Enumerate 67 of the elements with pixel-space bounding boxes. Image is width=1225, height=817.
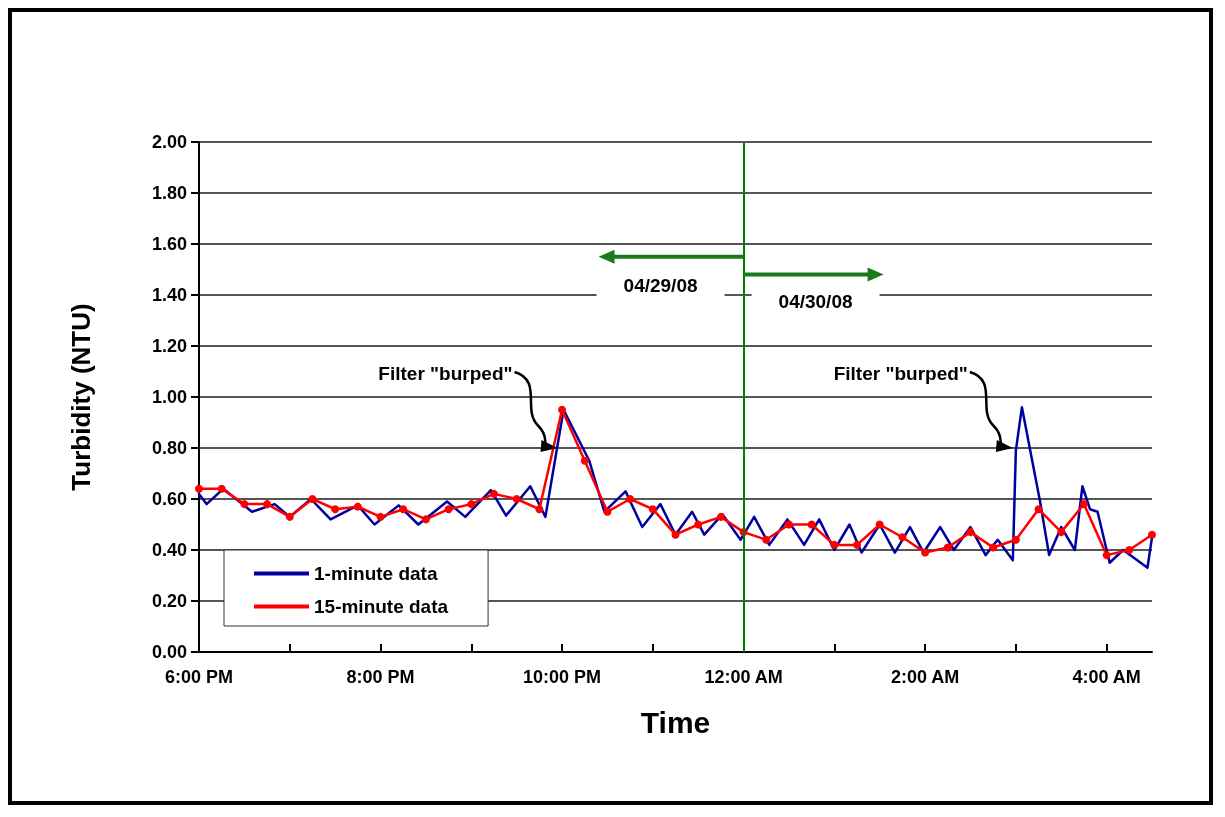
x-tick-label: 12:00 AM [704,667,783,687]
annotation: 04/30/08 [778,290,853,312]
y-tick-label: 2.00 [151,132,187,152]
y-tick-label: 0.20 [151,591,187,611]
point [1102,551,1111,560]
point [1148,530,1156,539]
point [898,533,907,542]
x-tick-label: 10:00 PM [523,667,602,687]
point [853,540,862,549]
point [558,405,567,414]
y-tick-label: 1.60 [151,234,187,254]
annotation: Filter "burped" [378,363,513,384]
point [784,520,793,529]
point [580,456,589,465]
x-tick-label: 2:00 AM [890,667,960,687]
point [285,512,294,521]
point [489,489,498,498]
y-tick-label: 0.80 [151,438,187,458]
point [875,520,884,529]
point [943,543,952,552]
point [263,500,272,509]
point [195,484,203,493]
point [807,520,816,529]
point [217,484,226,493]
annotation: 04/29/08 [623,274,698,296]
point [399,505,408,514]
point [512,495,521,503]
point [353,502,362,511]
point [921,548,930,557]
x-tick-label: 6:00 PM [164,667,234,687]
point [626,495,635,503]
point [830,540,839,549]
point [467,500,476,509]
point [648,505,657,514]
point [421,515,430,524]
y-tick-label: 0.00 [151,642,187,662]
point [1011,535,1020,544]
y-tick-label: 1.20 [151,336,187,356]
y-tick-label: 1.00 [151,387,187,407]
point [694,520,703,529]
point [331,505,340,514]
y-axis-title: Turbidity (NTU) [66,303,96,491]
point [1034,505,1043,514]
x-tick-label: 4:00 AM [1072,667,1141,687]
annotation: Filter "burped" [833,363,968,384]
point [376,512,385,521]
point [671,530,680,539]
point [1079,500,1088,509]
point [716,512,725,521]
point [966,528,975,537]
point [444,505,453,514]
y-tick-label: 0.40 [151,540,187,560]
point [1057,528,1066,537]
point [240,500,249,509]
y-tick-label: 0.60 [151,489,187,509]
point [535,505,544,514]
y-tick-label: 1.80 [151,183,187,203]
point [989,543,998,552]
point [762,535,771,544]
x-axis-title: Time [640,705,711,739]
legend-label: 1-minute data [314,563,438,584]
point [1125,546,1134,554]
legend-label: 15-minute data [314,596,449,617]
point [308,495,317,503]
y-tick-label: 1.40 [151,285,187,305]
x-tick-label: 8:00 PM [346,667,415,687]
point [603,507,612,516]
